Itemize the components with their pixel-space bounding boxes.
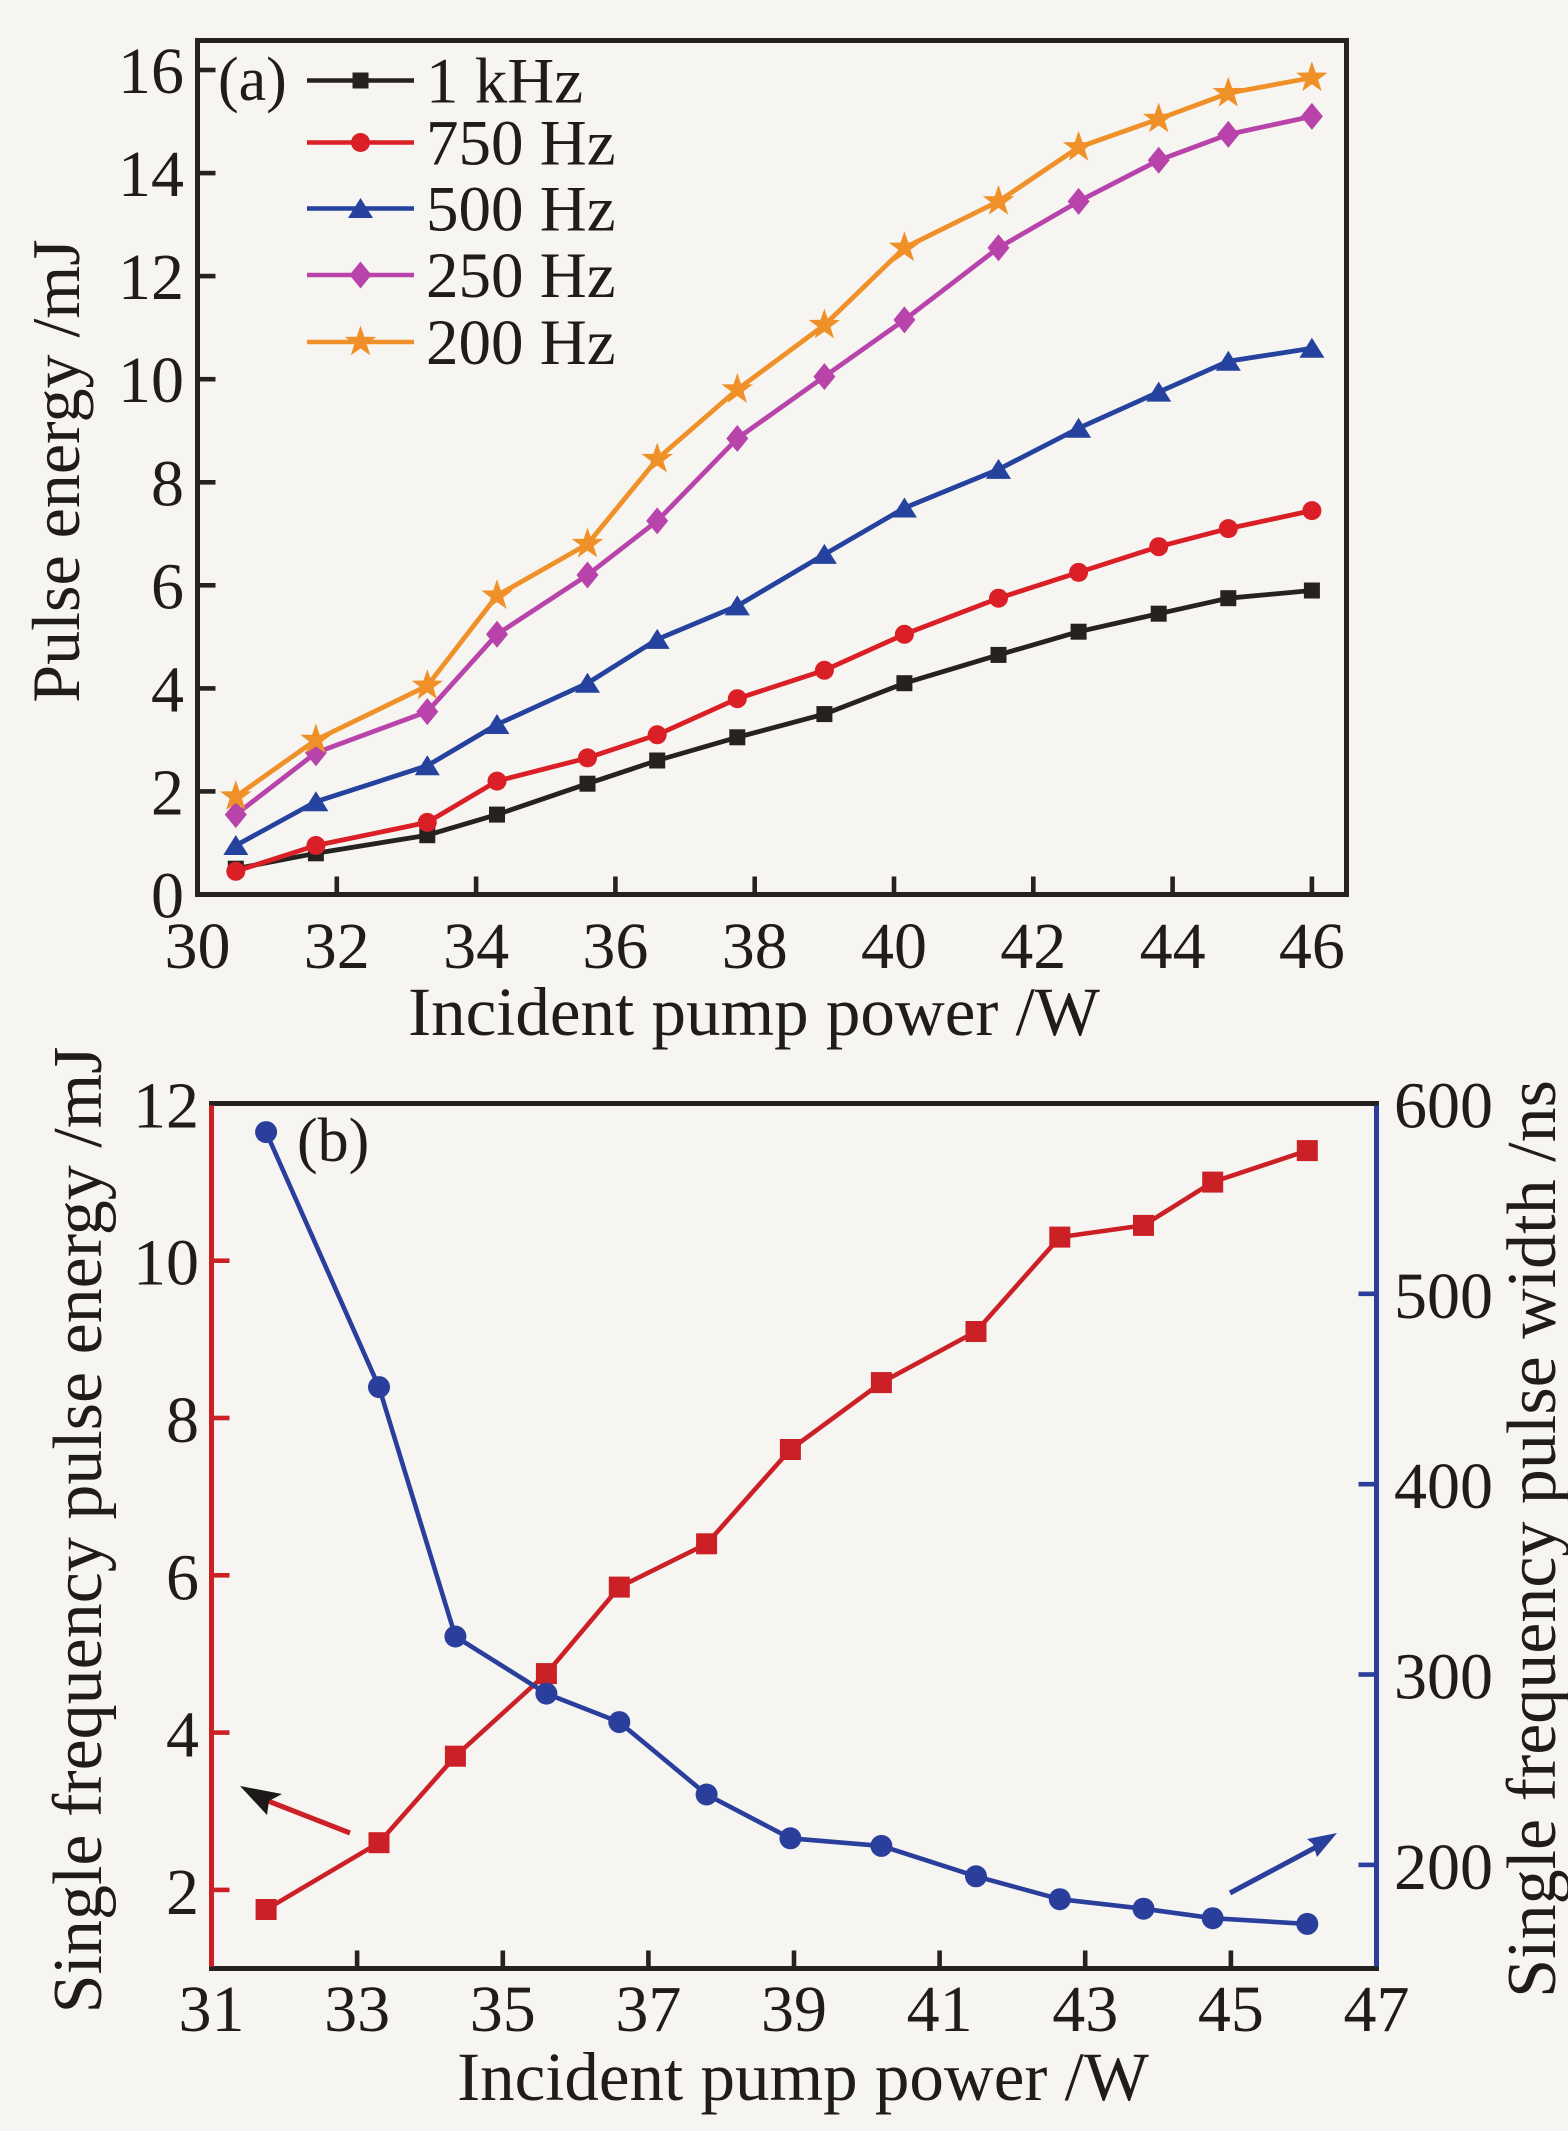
svg-text:32: 32 — [304, 910, 370, 983]
svg-text:6: 6 — [166, 1541, 199, 1614]
svg-text:Incident pump power /W: Incident pump power /W — [457, 2039, 1149, 2115]
svg-text:1 kHz: 1 kHz — [426, 46, 583, 118]
svg-text:33: 33 — [324, 1973, 390, 2046]
svg-text:250 Hz: 250 Hz — [426, 240, 616, 312]
svg-text:(b): (b) — [297, 1107, 369, 1175]
svg-text:Pulse energy /mJ: Pulse energy /mJ — [18, 239, 94, 702]
svg-text:6: 6 — [151, 550, 184, 623]
svg-text:Single frequency pulse width /: Single frequency pulse width /ns — [1494, 1080, 1568, 1998]
svg-text:2: 2 — [166, 1856, 199, 1929]
svg-text:8: 8 — [151, 447, 184, 520]
svg-text:8: 8 — [166, 1384, 199, 1457]
svg-text:47: 47 — [1344, 1973, 1410, 2046]
svg-text:46: 46 — [1279, 910, 1345, 983]
svg-text:40: 40 — [861, 910, 927, 983]
svg-text:37: 37 — [615, 1973, 681, 2046]
svg-text:31: 31 — [179, 1973, 245, 2046]
svg-text:(a): (a) — [218, 46, 287, 114]
svg-text:14: 14 — [118, 138, 184, 211]
svg-text:44: 44 — [1140, 910, 1206, 983]
svg-text:35: 35 — [470, 1973, 536, 2046]
svg-text:16: 16 — [118, 35, 184, 108]
svg-text:500: 500 — [1394, 1260, 1493, 1333]
svg-text:10: 10 — [118, 344, 184, 417]
svg-text:4: 4 — [151, 653, 184, 726]
svg-text:41: 41 — [907, 1973, 973, 2046]
svg-text:10: 10 — [133, 1227, 199, 1300]
svg-text:36: 36 — [582, 910, 648, 983]
svg-text:39: 39 — [761, 1973, 827, 2046]
svg-text:Incident pump power /W: Incident pump power /W — [408, 974, 1100, 1050]
svg-text:600: 600 — [1394, 1070, 1493, 1143]
svg-text:4: 4 — [166, 1699, 199, 1772]
svg-text:400: 400 — [1394, 1450, 1493, 1523]
svg-text:0: 0 — [151, 860, 184, 933]
svg-text:200 Hz: 200 Hz — [426, 307, 616, 379]
svg-text:200: 200 — [1394, 1831, 1493, 1904]
svg-text:12: 12 — [118, 241, 184, 314]
svg-text:500 Hz: 500 Hz — [426, 174, 616, 246]
svg-text:38: 38 — [722, 910, 788, 983]
svg-text:45: 45 — [1198, 1973, 1264, 2046]
svg-text:300: 300 — [1394, 1641, 1493, 1714]
svg-text:30: 30 — [165, 910, 231, 983]
svg-text:42: 42 — [1000, 910, 1066, 983]
svg-text:12: 12 — [133, 1070, 199, 1143]
svg-text:2: 2 — [151, 756, 184, 829]
svg-text:750 Hz: 750 Hz — [426, 108, 616, 180]
svg-text:34: 34 — [443, 910, 509, 983]
svg-text:43: 43 — [1052, 1973, 1118, 2046]
svg-text:Single frequency pulse energy: Single frequency pulse energy /mJ — [40, 1047, 117, 2014]
